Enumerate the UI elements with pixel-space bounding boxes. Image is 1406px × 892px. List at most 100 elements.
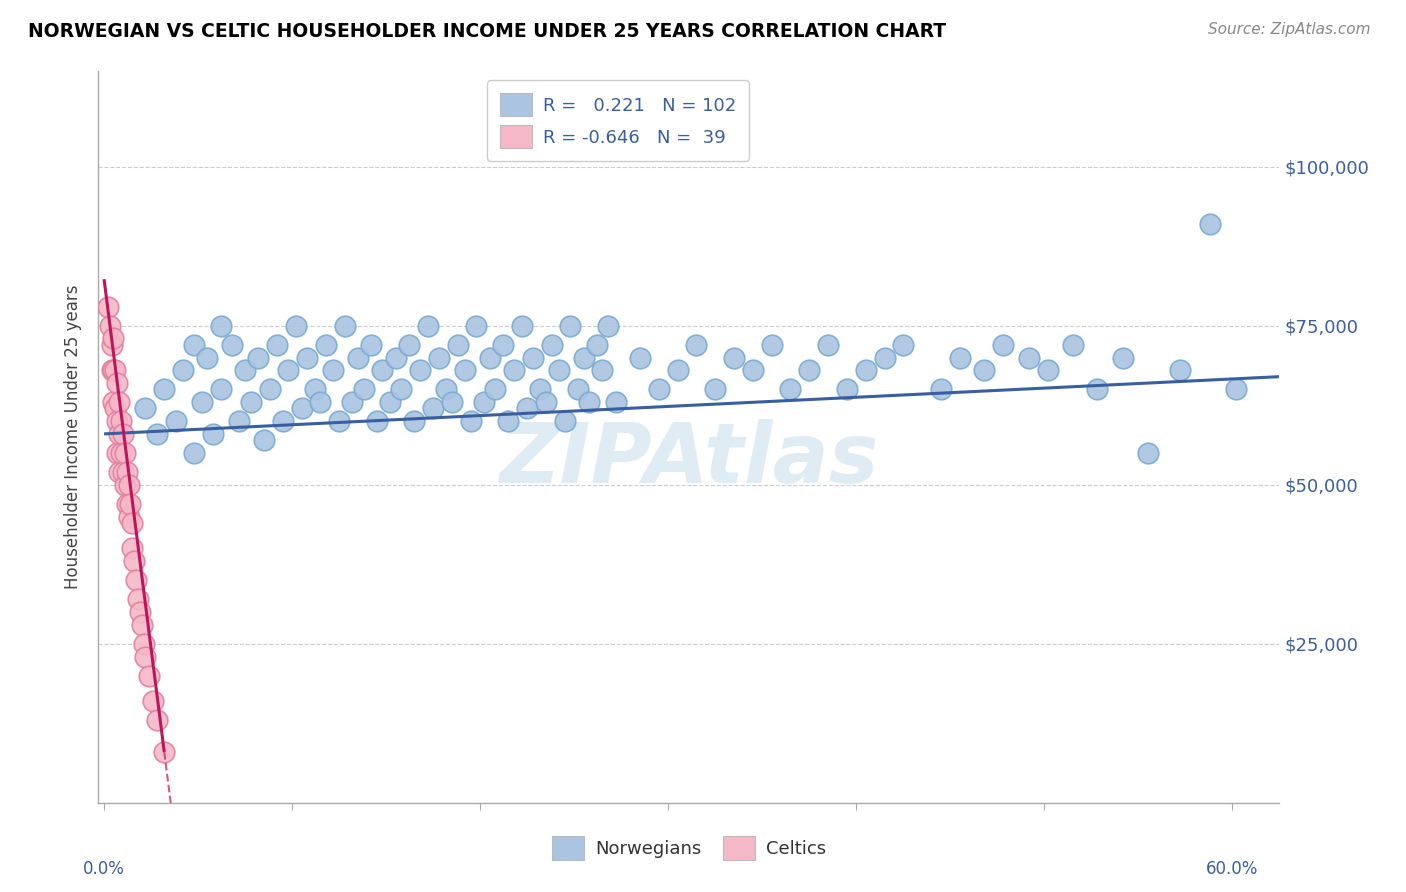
Point (648, 383, 671, 397)
Point (560, 318, 582, 333)
Point (115, 497, 138, 511)
Point (578, 395, 600, 409)
Point (333, 318, 356, 333)
Point (360, 338, 382, 352)
Point (328, 414, 350, 428)
Point (472, 395, 495, 409)
Point (371, 363, 394, 377)
Point (873, 351, 896, 365)
Point (522, 351, 544, 365)
Point (209, 383, 232, 397)
Point (529, 383, 551, 397)
Point (108, 395, 131, 409)
Point (1199, 217, 1222, 231)
Point (98, 318, 121, 333)
Point (121, 541, 143, 556)
Point (510, 318, 533, 333)
Point (342, 395, 364, 409)
Point (516, 401, 538, 416)
Point (741, 363, 763, 377)
Point (191, 395, 214, 409)
Point (1112, 351, 1135, 365)
Point (454, 363, 477, 377)
Point (134, 401, 156, 416)
Y-axis label: Householder Income Under 25 years: Householder Income Under 25 years (65, 285, 83, 590)
Point (799, 363, 821, 377)
Point (128, 605, 150, 619)
Point (666, 363, 689, 377)
Point (835, 383, 858, 397)
Text: 60.0%: 60.0% (1206, 860, 1258, 878)
Point (142, 694, 165, 708)
Point (761, 338, 783, 352)
Point (97, 300, 120, 314)
Point (628, 351, 651, 365)
Point (120, 497, 142, 511)
Point (440, 395, 463, 409)
Point (498, 414, 520, 428)
Point (817, 338, 839, 352)
Point (446, 338, 468, 352)
Point (100, 363, 122, 377)
Point (1018, 351, 1040, 365)
Point (304, 383, 326, 397)
Point (548, 363, 571, 377)
Point (110, 446, 132, 460)
Point (973, 363, 995, 377)
Point (105, 446, 128, 460)
Point (492, 338, 515, 352)
Point (484, 383, 506, 397)
Point (366, 414, 388, 428)
Point (855, 363, 877, 377)
Point (554, 414, 576, 428)
Point (416, 318, 439, 333)
Point (183, 446, 205, 460)
Point (723, 351, 745, 365)
Point (103, 331, 125, 345)
Point (209, 318, 232, 333)
Text: 0.0%: 0.0% (83, 860, 125, 878)
Point (1085, 383, 1108, 397)
Point (121, 516, 143, 530)
Point (103, 395, 125, 409)
Point (134, 649, 156, 664)
Point (253, 434, 276, 448)
Point (1225, 383, 1247, 397)
Point (596, 318, 619, 333)
Point (145, 426, 167, 441)
Point (347, 351, 370, 365)
Point (271, 414, 294, 428)
Point (434, 383, 457, 397)
Point (277, 363, 299, 377)
Point (534, 395, 557, 409)
Point (138, 668, 160, 682)
Point (111, 465, 134, 479)
Point (233, 363, 256, 377)
Point (117, 477, 139, 491)
Point (398, 338, 420, 352)
Point (104, 363, 127, 377)
Point (1136, 446, 1159, 460)
Point (197, 351, 219, 365)
Point (228, 414, 250, 428)
Point (585, 338, 607, 352)
Point (891, 338, 914, 352)
Text: ZIPAtlas: ZIPAtlas (499, 418, 879, 500)
Point (460, 414, 482, 428)
Point (1036, 363, 1059, 377)
Point (145, 713, 167, 727)
Legend: Norwegians, Celtics: Norwegians, Celtics (544, 830, 834, 867)
Point (115, 465, 138, 479)
Point (315, 338, 337, 352)
Point (105, 414, 128, 428)
Point (239, 395, 262, 409)
Point (108, 465, 131, 479)
Point (422, 401, 444, 416)
Point (685, 338, 707, 352)
Point (1168, 363, 1191, 377)
Point (353, 383, 375, 397)
Point (202, 426, 225, 441)
Point (125, 573, 148, 587)
Point (131, 617, 153, 632)
Point (247, 351, 270, 365)
